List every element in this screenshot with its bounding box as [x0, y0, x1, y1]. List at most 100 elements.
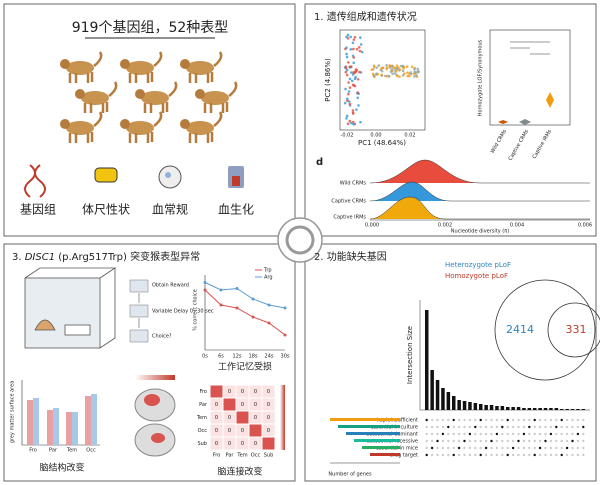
- pca-point: [398, 68, 402, 72]
- tick-label: 0.00: [370, 133, 381, 139]
- group-label: Captive CRMs: [508, 128, 531, 161]
- upset-dot: [506, 425, 509, 429]
- group-label: Wild CRMs: [340, 181, 367, 187]
- pca-point: [352, 47, 355, 51]
- pca-point: [352, 122, 355, 126]
- upset-dot: [495, 432, 499, 436]
- row-label: Tem: [196, 415, 207, 421]
- upset-dot: [463, 446, 466, 450]
- upset-dot: [511, 446, 515, 450]
- monkey-head: [75, 89, 85, 99]
- cell-value: 0: [254, 389, 257, 395]
- monkey-body: [186, 61, 214, 75]
- row-label: Par: [199, 402, 208, 408]
- pca-point: [351, 109, 355, 112]
- upset-dot: [468, 439, 472, 443]
- upset-dot: [538, 439, 542, 443]
- upset-dot: [571, 418, 574, 422]
- monkey-limbs: [128, 111, 163, 143]
- monkey-body: [186, 121, 214, 135]
- group-label: Captive IRMs: [333, 215, 366, 221]
- upset-dot: [468, 432, 472, 436]
- upset-dot: [490, 439, 493, 443]
- series-point: [235, 306, 239, 310]
- series-line: [204, 289, 286, 336]
- upset-bar: [527, 408, 532, 410]
- series-point: [267, 303, 271, 307]
- upset-dot: [457, 432, 461, 436]
- pca-point: [347, 92, 350, 96]
- upset-dot: [555, 453, 558, 457]
- upset-dot: [479, 425, 482, 429]
- upset-dot: [517, 439, 520, 443]
- upset-dot: [425, 439, 428, 443]
- upset-dot: [582, 453, 585, 457]
- upset-dot: [511, 453, 515, 457]
- pca-point: [402, 65, 406, 69]
- upset-dot: [490, 425, 493, 429]
- upset-dot: [425, 425, 428, 429]
- pca-point: [388, 64, 391, 67]
- pca-point: [395, 74, 399, 78]
- tick-label: 0.004: [510, 223, 524, 229]
- pca-point: [381, 66, 384, 70]
- upset-dot: [576, 439, 580, 443]
- pca-point: [414, 71, 418, 74]
- upset-dot: [447, 425, 450, 429]
- monkey-limbs: [188, 111, 223, 143]
- row-label: Fro: [199, 389, 207, 395]
- series-point: [267, 321, 271, 325]
- panel-frame: [3, 243, 296, 482]
- upset-bar: [462, 401, 467, 410]
- x-tick-label: 30s: [281, 354, 290, 360]
- upset-dot: [544, 453, 547, 457]
- upset-bar: [446, 392, 451, 410]
- upset-dot: [501, 439, 504, 443]
- upset-bar: [543, 408, 548, 410]
- upset-dot: [447, 432, 450, 436]
- pca-point: [356, 77, 360, 81]
- monkey-limbs: [83, 81, 118, 113]
- series-point: [283, 306, 287, 310]
- panel-frame: [304, 3, 597, 237]
- pca-point: [387, 74, 391, 78]
- legend-entry: Trp: [263, 268, 272, 274]
- pca-point: [375, 72, 379, 75]
- tick-label: Occ: [86, 448, 96, 454]
- monkey-body: [201, 91, 229, 105]
- upset-dot: [528, 446, 531, 450]
- pca-point: [375, 66, 379, 69]
- upset-dot: [517, 446, 520, 450]
- upset-dot: [582, 432, 585, 436]
- x-tick-label: 24s: [265, 354, 274, 360]
- upset-bar: [560, 409, 564, 410]
- upset-bar: [554, 408, 559, 410]
- upset-dot: [484, 425, 488, 429]
- group-label: Captive CRMs: [331, 199, 366, 205]
- upset-dot: [549, 425, 553, 429]
- heat-cell: [235, 410, 250, 425]
- monkey-head: [120, 59, 130, 69]
- series-line: [204, 282, 286, 309]
- icon-label: 体尺性状: [82, 203, 130, 217]
- upset-dot: [495, 418, 499, 422]
- pca-point: [409, 71, 413, 74]
- pca-point: [359, 120, 362, 124]
- panel-title: 3. DISC1 (p.Arg517Trp) 突变猴表型异常: [12, 250, 200, 263]
- monkey-head: [60, 119, 70, 129]
- monkey: [195, 81, 238, 113]
- pca-point: [391, 72, 394, 76]
- gene-name: DISC1: [25, 252, 55, 263]
- cell-value: 0: [254, 441, 257, 447]
- upset-dot: [479, 439, 482, 443]
- upset-dot: [436, 418, 439, 422]
- pca-point: [344, 65, 348, 68]
- col-label: Fro: [213, 453, 221, 459]
- axis-label: % correct choice: [193, 289, 199, 331]
- monkey-head: [180, 59, 190, 69]
- caption: 脑连接改变: [217, 466, 262, 478]
- upset-dot: [479, 432, 482, 436]
- upset-dot: [452, 432, 455, 436]
- pca-point: [354, 68, 358, 71]
